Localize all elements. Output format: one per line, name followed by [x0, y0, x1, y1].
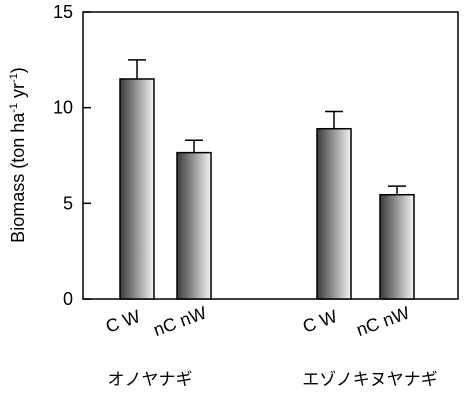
y-axis-title: Biomass (ton ha-1 yr-1) — [8, 67, 28, 243]
category-label: nC nW — [354, 303, 413, 341]
x-axis-labels: C W nC nW オノヤナギ C W nC nW エゾノキヌヤナギ — [103, 303, 438, 390]
bar — [119, 78, 155, 300]
bar-series — [119, 59, 415, 300]
bar — [176, 151, 212, 300]
y-tick-label: 0 — [63, 289, 73, 309]
y-axis: 0 5 10 15 — [53, 2, 91, 309]
group-label: エゾノキヌヤナギ — [302, 370, 438, 390]
category-label: C W — [300, 306, 340, 337]
y-tick-label: 10 — [53, 98, 73, 118]
plot-frame — [82, 11, 459, 300]
category-label: C W — [103, 306, 143, 337]
y-tick-label: 5 — [63, 193, 73, 213]
category-label: nC nW — [151, 303, 210, 341]
bar — [379, 193, 415, 300]
group-label: オノヤナギ — [108, 370, 193, 390]
y-tick-label: 15 — [53, 2, 73, 22]
bar — [316, 127, 352, 300]
